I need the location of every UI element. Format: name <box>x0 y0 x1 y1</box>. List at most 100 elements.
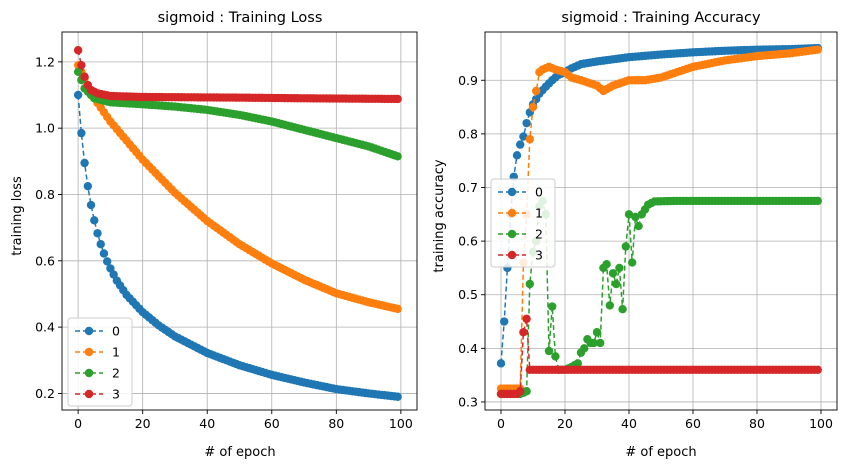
legend-marker <box>84 326 94 336</box>
legend-marker <box>507 250 517 260</box>
data-point <box>544 346 554 356</box>
data-point <box>93 229 102 238</box>
y-tick-label: 0.6 <box>458 234 478 249</box>
y-tick-label: 0.3 <box>458 394 478 409</box>
data-point <box>596 338 605 348</box>
loss-chart-title: sigmoid : Training Loss <box>158 10 323 26</box>
data-point <box>580 344 589 353</box>
y-tick-label: 0.5 <box>458 287 478 302</box>
y-tick-label: 0.2 <box>35 386 55 401</box>
legend-box <box>490 178 556 268</box>
series-2 <box>73 67 402 161</box>
accuracy-x-axis-label: # of epoch <box>625 445 696 460</box>
data-point <box>525 279 534 289</box>
y-tick-label: 0.9 <box>458 73 478 88</box>
legend-label: 3 <box>535 248 543 263</box>
x-tick-label: 60 <box>264 416 280 431</box>
x-tick-label: 80 <box>749 416 765 431</box>
data-point <box>813 45 822 54</box>
x-tick-label: 40 <box>621 416 637 431</box>
data-point <box>634 221 643 231</box>
y-tick-label: 1.0 <box>35 121 55 136</box>
data-point <box>608 269 618 278</box>
data-point <box>628 258 637 267</box>
series-1 <box>73 60 402 314</box>
accuracy-plot-area: 0 20 40 60 80 100 0.3 0.4 0.5 0.6 0.7 0.8 0.9 0 1 2 3 <box>458 31 838 431</box>
loss-y-axis-label: training loss <box>10 176 25 256</box>
legend: 0 1 2 3 <box>67 317 133 407</box>
data-point <box>519 132 528 141</box>
data-point <box>548 302 557 311</box>
data-point <box>813 196 822 206</box>
data-point <box>589 338 598 348</box>
data-point <box>99 249 109 258</box>
series-1 <box>496 45 822 393</box>
legend-label: 0 <box>112 324 120 339</box>
data-point <box>605 301 614 310</box>
data-point <box>393 152 402 161</box>
data-point <box>90 216 99 225</box>
y-tick-label: 1.2 <box>35 54 55 69</box>
data-point <box>592 328 602 337</box>
data-point <box>496 359 506 368</box>
accuracy-chart-title: sigmoid : Training Accuracy <box>561 10 761 26</box>
legend-label: 0 <box>535 185 543 200</box>
x-tick-label: 80 <box>328 416 344 431</box>
data-point <box>96 240 105 249</box>
data-point <box>102 257 112 266</box>
data-point <box>393 392 402 401</box>
data-point <box>618 305 627 314</box>
legend-label: 2 <box>535 227 543 242</box>
series-3-line <box>77 50 398 100</box>
data-point <box>631 212 640 222</box>
data-point <box>612 279 621 289</box>
legend: 0 1 2 3 <box>490 178 556 268</box>
y-tick-label: 0.8 <box>35 187 55 202</box>
data-point <box>522 387 531 396</box>
x-tick-label: 60 <box>685 416 701 431</box>
x-tick-label: 100 <box>809 416 833 431</box>
y-tick-label: 0.7 <box>458 180 478 195</box>
data-point <box>500 317 509 326</box>
data-point <box>551 352 560 361</box>
data-point <box>83 181 93 191</box>
data-point <box>80 72 89 81</box>
legend-marker <box>507 229 517 239</box>
plot-frame <box>61 31 418 411</box>
legend-box <box>67 317 133 407</box>
data-point <box>532 86 541 96</box>
data-point <box>73 90 83 100</box>
loss-x-axis-label: # of epoch <box>204 445 275 460</box>
x-tick-label: 20 <box>135 416 151 431</box>
data-point <box>393 304 402 314</box>
data-point <box>73 67 83 76</box>
y-tick-label: 0.4 <box>458 341 478 356</box>
data-point <box>512 151 522 160</box>
data-point <box>77 60 86 70</box>
series-3 <box>496 314 822 399</box>
data-point <box>525 135 534 144</box>
y-tick-label: 0.6 <box>35 253 55 268</box>
loss-chart: sigmoid : Training Loss 0 20 40 60 80 100 0.2 0… <box>10 10 418 460</box>
data-point <box>624 210 634 219</box>
data-point <box>522 314 531 324</box>
accuracy-chart: sigmoid : Training Accuracy 0 20 40 60 80 100… <box>432 10 838 460</box>
legend-label: 1 <box>535 206 543 221</box>
legend-label: 1 <box>112 345 120 360</box>
x-tick-label: 40 <box>199 416 215 431</box>
data-point <box>615 263 624 273</box>
x-tick-label: 20 <box>557 416 573 431</box>
y-tick-label: 0.4 <box>35 320 55 335</box>
legend-marker <box>84 368 94 378</box>
data-point <box>80 158 89 168</box>
data-point <box>573 359 582 368</box>
legend-marker <box>507 187 517 197</box>
data-point <box>393 94 402 104</box>
data-point <box>602 259 611 269</box>
data-point <box>516 140 525 149</box>
data-point <box>519 328 528 337</box>
series-0 <box>73 90 402 401</box>
x-tick-label: 100 <box>389 416 413 431</box>
data-point <box>621 242 630 251</box>
